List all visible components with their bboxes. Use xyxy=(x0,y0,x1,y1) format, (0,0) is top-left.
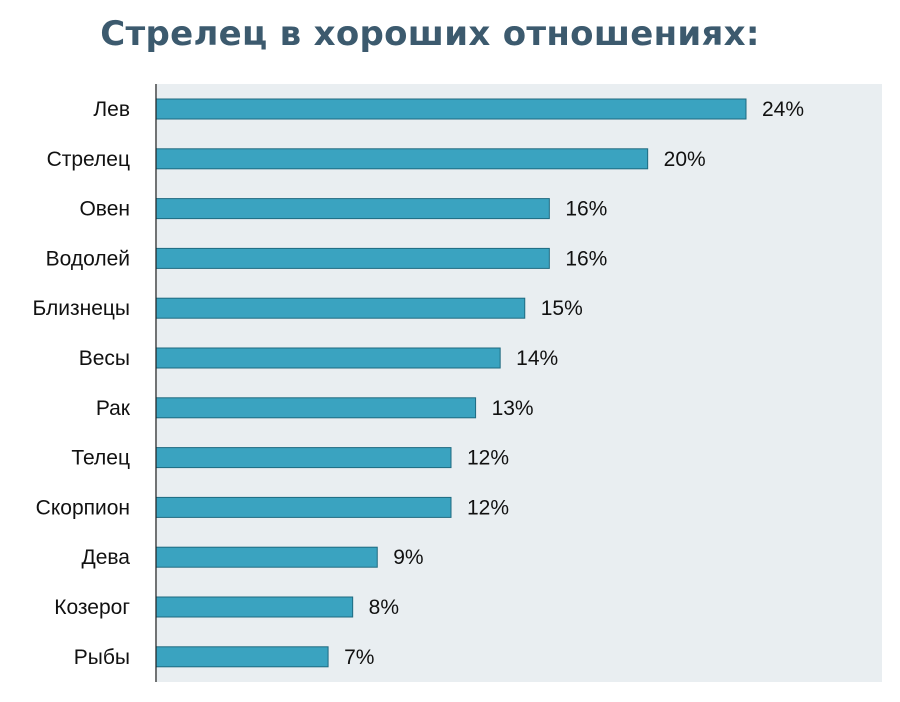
chart-title: Стрелец в хороших отношениях: xyxy=(100,14,760,54)
bar-10 xyxy=(155,546,378,568)
bar-6 xyxy=(155,347,501,369)
value-label: 16% xyxy=(565,198,607,221)
category-label: Лев xyxy=(93,98,130,121)
value-label: 24% xyxy=(762,98,804,121)
category-label: Козерог xyxy=(54,596,130,619)
value-label: 9% xyxy=(393,546,423,569)
value-label: 12% xyxy=(467,447,509,470)
value-label: 13% xyxy=(492,397,534,420)
value-label: 15% xyxy=(541,297,583,320)
bar-11 xyxy=(155,596,354,618)
plot-area xyxy=(155,84,882,682)
bar-7 xyxy=(155,397,477,419)
category-label: Стрелец xyxy=(47,148,130,171)
category-label: Телец xyxy=(71,447,130,470)
category-label: Близнецы xyxy=(32,297,130,320)
category-label: Овен xyxy=(79,198,130,221)
category-label: Скорпион xyxy=(36,496,130,519)
bar-2 xyxy=(155,148,649,170)
category-label: Водолей xyxy=(46,247,130,270)
bar-4 xyxy=(155,247,550,269)
bar-1 xyxy=(155,98,747,120)
bar-9 xyxy=(155,496,452,518)
bar-5 xyxy=(155,297,526,319)
value-label: 16% xyxy=(565,247,607,270)
category-label: Весы xyxy=(79,347,130,370)
value-label: 14% xyxy=(516,347,558,370)
category-label: Дева xyxy=(81,546,130,569)
category-label: Рак xyxy=(96,397,131,420)
category-label: Рыбы xyxy=(74,646,130,669)
value-label: 20% xyxy=(664,148,706,171)
value-label: 7% xyxy=(344,646,374,669)
bar-3 xyxy=(155,198,550,220)
bar-12 xyxy=(155,646,329,668)
bar-8 xyxy=(155,447,452,469)
category-labels: Лев Стрелец Овен Водолей Близнецы Весы Рак Теле… xyxy=(32,98,130,669)
value-label: 12% xyxy=(467,496,509,519)
value-labels: 24% 20% 16% 16% 15% 14% 13% 12% 12% 9% 8% 7% xyxy=(344,98,804,669)
value-label: 8% xyxy=(369,596,399,619)
